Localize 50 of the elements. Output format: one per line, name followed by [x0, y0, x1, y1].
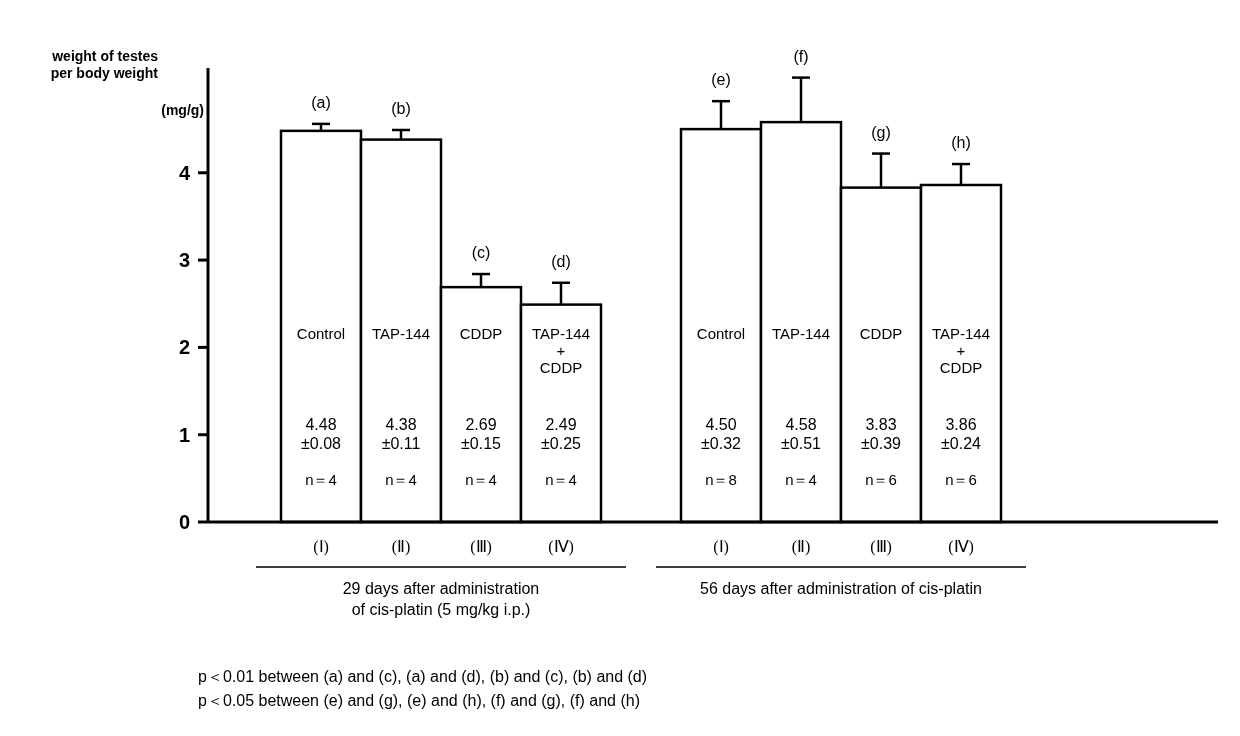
- text: (f): [793, 47, 809, 65]
- x-tick-label: (Ⅳ): [548, 538, 574, 556]
- data-label: 4.48 ±0.08: [301, 416, 342, 453]
- annotation: (b): [391, 99, 411, 117]
- y-tick-label: 4: [178, 161, 191, 184]
- annotation: (d): [551, 252, 571, 270]
- annotation: n＝4: [545, 471, 577, 489]
- y-tick-label: 2: [178, 336, 190, 359]
- data-label: 4.58 ±0.51: [781, 416, 822, 453]
- x-tick-label: (Ⅲ): [470, 538, 492, 556]
- x-tick-label: (Ⅳ): [948, 538, 974, 556]
- text: weight of testes per body weight (mg/g): [50, 48, 204, 118]
- data-label: 4.38 ±0.11: [381, 416, 421, 453]
- data-label: 4.50 ±0.32: [701, 416, 742, 453]
- annotation: (h): [951, 134, 971, 152]
- annotation: CDDP: [459, 324, 503, 342]
- text: p＜0.01 between (a) and (c), (a) and (d), (b) and (c), (b) and (d): [198, 668, 648, 685]
- x-tick-label: (Ⅲ): [870, 538, 892, 556]
- text: 56 days after administration of cis-platin: [700, 580, 982, 597]
- y-tick-label: 0: [178, 511, 190, 533]
- y-tick-label: 1: [178, 423, 190, 446]
- annotation: TAP-144 + CDDP: [931, 324, 991, 376]
- annotation: n＝4: [305, 471, 337, 489]
- annotation: (g): [871, 123, 891, 141]
- annotation: n＝6: [945, 471, 977, 489]
- annotation: TAP-144 + CDDP: [531, 324, 591, 376]
- annotation: Control: [696, 324, 746, 342]
- x-tick-label: (Ⅰ): [313, 538, 329, 556]
- y-tick-label: 3: [178, 249, 190, 272]
- annotation: TAP-144: [371, 324, 431, 342]
- annotation: (c): [471, 244, 491, 262]
- data-label: 3.86 ±0.24: [941, 416, 982, 453]
- annotation: n＝4: [385, 471, 417, 489]
- annotation: Control: [296, 324, 346, 342]
- annotation: CDDP: [859, 324, 903, 342]
- x-tick-label: (Ⅱ): [791, 538, 811, 556]
- text: p＜0.05 between (e) and (g), (e) and (h), (f) and (g), (f) and (h): [198, 692, 640, 709]
- annotation: n＝4: [785, 471, 817, 489]
- data-label: 3.83 ±0.39: [861, 416, 902, 453]
- annotation: n＝4: [465, 471, 497, 489]
- x-tick-label: (Ⅰ): [713, 538, 729, 556]
- annotation: n＝8: [705, 471, 737, 489]
- annotation: (a): [311, 93, 331, 111]
- data-label: 2.49 ±0.25: [541, 416, 582, 453]
- x-tick-label: (Ⅱ): [391, 538, 411, 556]
- text: 29 days after administration of cis-platin (5 mg/kg i.p.): [342, 580, 540, 618]
- annotation: TAP-144: [771, 324, 831, 342]
- annotation: (e): [711, 71, 731, 89]
- data-label: 2.69 ±0.15: [461, 416, 502, 453]
- annotation: n＝6: [865, 471, 897, 489]
